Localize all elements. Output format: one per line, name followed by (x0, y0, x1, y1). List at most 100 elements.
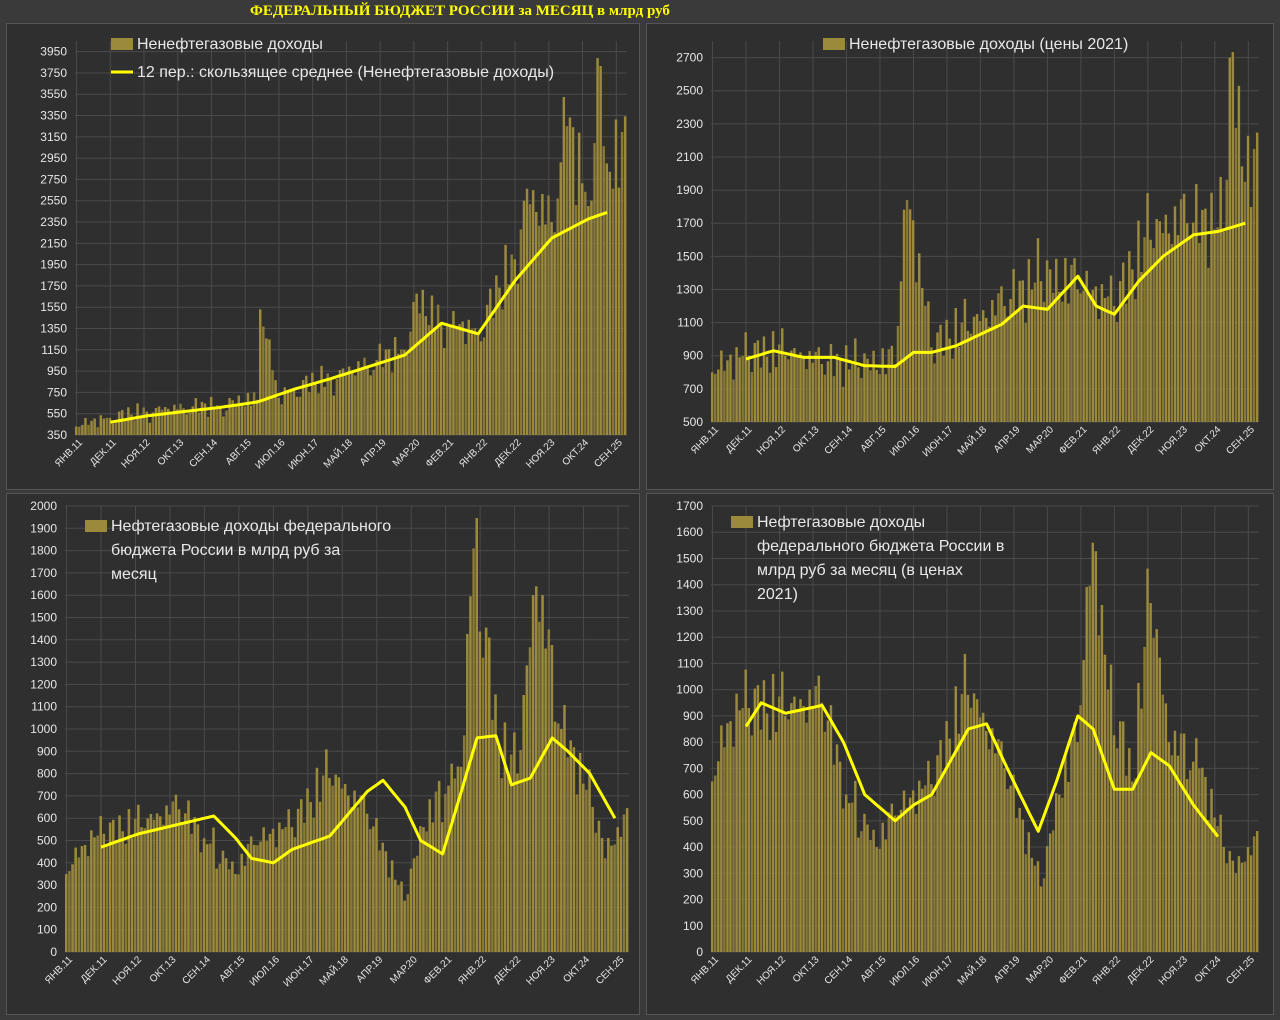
bar (450, 763, 453, 952)
y-tick-label: 900 (37, 744, 57, 758)
bar (927, 301, 930, 422)
bar (427, 325, 431, 435)
bar (1198, 768, 1201, 952)
bar (265, 338, 268, 435)
bar (434, 791, 438, 952)
bar (759, 729, 763, 952)
bar (75, 426, 78, 435)
bar (206, 416, 210, 435)
bar (143, 828, 146, 952)
x-tick-label: ЯНВ.22 (1090, 424, 1123, 457)
bar (167, 408, 170, 435)
x-tick-label: ЯНВ.11 (689, 954, 721, 986)
bar (177, 809, 181, 952)
chart-svg-oil: 0 100 200 300 400 500 600 700 800 900 1000 1100 1200… (30, 499, 629, 989)
bar (268, 833, 272, 952)
bar (711, 781, 714, 952)
y-tick-label: 600 (37, 811, 57, 825)
y-tick-label: 1700 (30, 566, 57, 580)
bar (811, 707, 814, 952)
x-tick-label: МАЙ.18 (954, 423, 989, 458)
bar (531, 190, 535, 435)
bar (124, 843, 128, 952)
x-tick-label: ДЕК.11 (724, 424, 755, 455)
bar (422, 827, 425, 952)
bar (948, 738, 951, 952)
bar (433, 329, 437, 435)
bar (1024, 323, 1028, 422)
bar (409, 868, 413, 952)
bar (357, 361, 360, 435)
bar (281, 829, 284, 952)
bar (1185, 223, 1189, 422)
x-tick-label: ОКТ.24 (1193, 954, 1224, 985)
bar (152, 819, 156, 952)
bar (802, 357, 805, 422)
bar (403, 349, 406, 435)
bar (441, 822, 444, 952)
x-tick-label: ФЕВ.21 (1057, 424, 1090, 457)
bar (124, 419, 127, 435)
bar (841, 808, 845, 952)
bar (577, 132, 581, 435)
x-tick-label: ИЮЛ.16 (248, 954, 282, 988)
bar (1222, 231, 1225, 422)
bar (969, 333, 973, 422)
bar (137, 804, 140, 952)
bar (1076, 742, 1079, 952)
y-tick-label: 2500 (676, 84, 703, 98)
bar (209, 843, 212, 952)
bar (1131, 269, 1134, 422)
bar (832, 764, 836, 952)
bar (1134, 778, 1137, 952)
bar (1058, 794, 1061, 952)
bar (1118, 721, 1122, 952)
y-tick-label: 1500 (676, 551, 703, 565)
bar (1097, 635, 1101, 952)
bar (140, 827, 143, 952)
bar (347, 366, 351, 435)
bar (90, 830, 93, 952)
bar (337, 777, 341, 952)
bar (823, 374, 827, 422)
y-tick-label: 1150 (41, 343, 67, 357)
bar (1125, 775, 1128, 952)
bar (187, 800, 190, 952)
bar (1192, 761, 1195, 952)
bar (975, 314, 979, 422)
bar (808, 351, 811, 422)
bar (1106, 689, 1110, 952)
bar (353, 790, 356, 952)
bar (393, 337, 397, 435)
bar (851, 802, 854, 952)
bar (102, 418, 106, 435)
bar (182, 408, 185, 435)
bar (1179, 733, 1183, 952)
bar (1006, 316, 1009, 422)
bar (1100, 284, 1104, 422)
moving-average-line (100, 734, 617, 865)
bar (1164, 703, 1168, 952)
bar (826, 361, 830, 422)
bar (375, 818, 378, 952)
bar (1088, 296, 1091, 422)
legend-entry: Ненефтегазовые доходы (цены 2021) (823, 36, 1128, 53)
bar (296, 808, 300, 952)
bar (425, 831, 428, 952)
chart-svg-nonoil: 350 550 750 950 1150 1350 1550 1750 1950 2150 2350… (40, 36, 627, 472)
bar (96, 427, 99, 435)
bar (1252, 148, 1256, 422)
bar (1161, 232, 1165, 422)
bar (188, 412, 191, 435)
bar (1036, 861, 1040, 952)
y-tick-label: 2150 (40, 236, 67, 250)
bar (528, 204, 532, 435)
bar (908, 797, 912, 952)
bar (832, 376, 836, 422)
x-tick-label: ИЮЛ.16 (888, 954, 922, 988)
bar (854, 338, 857, 422)
bar (1051, 830, 1055, 952)
legend-swatch-bar (111, 38, 133, 50)
bar (121, 410, 124, 435)
bar (572, 747, 576, 952)
